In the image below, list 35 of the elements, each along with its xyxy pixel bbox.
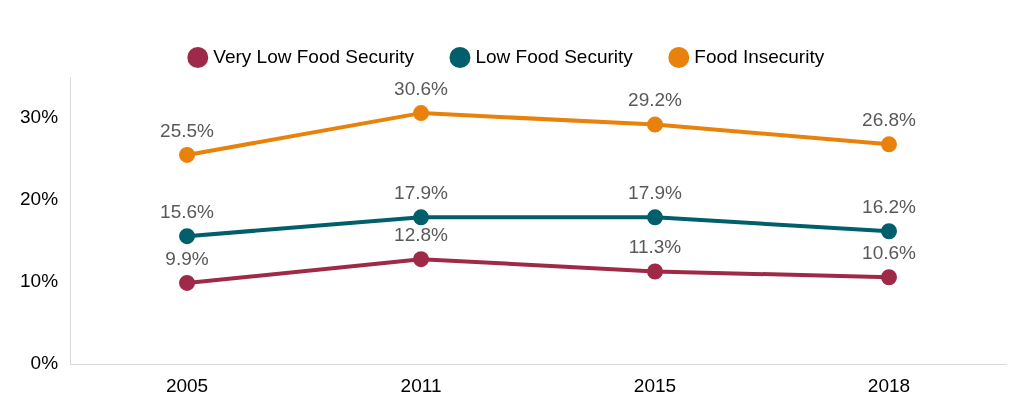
y-tick-label: 10% [20, 270, 59, 292]
point [179, 146, 196, 163]
data-label: 26.8% [862, 109, 917, 131]
point [413, 209, 430, 226]
data-label: 17.9% [628, 182, 683, 204]
data-label: 11.3% [628, 236, 682, 258]
point [413, 105, 430, 122]
data-label: 10.6% [862, 241, 917, 263]
point [647, 263, 664, 280]
x-tick-label: 2018 [867, 374, 911, 396]
x-tick-label: 2011 [400, 374, 442, 396]
legend-label: Very Low Food Security [213, 45, 415, 67]
point [413, 251, 430, 268]
data-label: 25.5% [160, 119, 215, 141]
data-label: 29.2% [628, 89, 683, 111]
x-tick-label: 2015 [633, 374, 677, 396]
point [179, 274, 196, 291]
data-label: 9.9% [165, 247, 209, 269]
point [179, 228, 196, 245]
point [881, 223, 897, 240]
point [647, 116, 664, 133]
point [881, 269, 897, 286]
y-tick-label: 30% [20, 106, 59, 128]
x-tick-label: 2005 [165, 374, 209, 396]
data-label: 17.9% [394, 182, 449, 204]
legend-label: Food Insecurity [694, 45, 825, 67]
point [881, 136, 897, 153]
data-label: 12.8% [394, 223, 449, 245]
legend-label: Low Food Security [475, 45, 634, 67]
data-label: 15.6% [160, 200, 215, 222]
point [647, 209, 664, 226]
data-label: 30.6% [394, 77, 449, 99]
y-tick-label: 0% [30, 352, 59, 374]
y-tick-label: 20% [20, 188, 59, 210]
data-label: 16.2% [862, 196, 917, 217]
